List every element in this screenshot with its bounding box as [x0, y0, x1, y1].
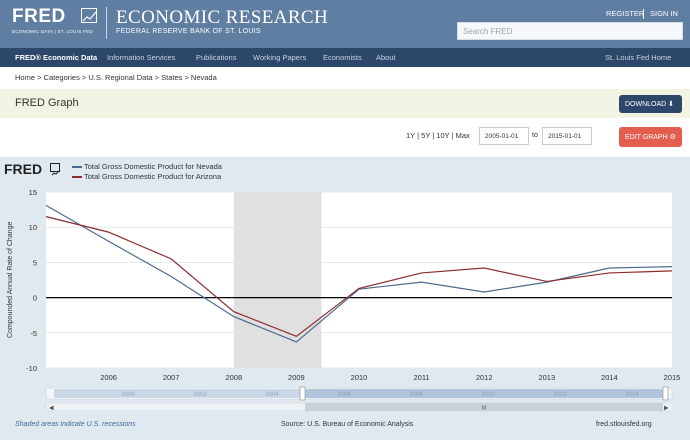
y-tick-label: 5 — [33, 258, 37, 267]
header-link-separator — [643, 9, 644, 19]
fred-logo-chart-icon — [81, 8, 97, 23]
legend-item-arizona[interactable]: Total Gross Domestic Product for Arizona — [72, 172, 221, 181]
x-tick-label: 2014 — [601, 373, 618, 382]
chart-logo-icon — [50, 163, 61, 176]
end-date-input[interactable]: 2015-01-01 — [542, 127, 592, 145]
x-tick-label: 2007 — [163, 373, 180, 382]
x-tick-label: 2010 — [351, 373, 368, 382]
economic-research-title[interactable]: ECONOMIC RESEARCH — [116, 7, 329, 28]
download-button[interactable]: DOWNLOAD ⬇ — [619, 95, 682, 113]
y-tick-label: 0 — [33, 294, 37, 303]
nav-st-louis-fed-home[interactable]: St. Louis Fed Home — [605, 53, 672, 62]
header-divider — [106, 7, 107, 39]
navigator-year-label: 2014 — [625, 392, 639, 398]
x-tick-label: 2015 — [664, 373, 681, 382]
recession-shade — [233, 192, 322, 368]
date-range-links[interactable]: 1Y | 5Y | 10Y | Max — [406, 131, 470, 140]
start-date-input[interactable]: 2005-01-01 — [479, 127, 529, 145]
federal-reserve-subtitle: FEDERAL RESERVE BANK OF ST. LOUIS — [116, 28, 261, 35]
navigator-right-handle — [662, 386, 669, 401]
x-tick-label: 2006 — [100, 373, 117, 382]
y-tick-label: -5 — [30, 329, 37, 338]
x-tick-label: 2008 — [225, 373, 242, 382]
main-nav: FRED® Economic Data Information Services… — [0, 48, 690, 67]
nav-about[interactable]: About — [376, 53, 396, 62]
scroll-right-arrow: ▶ — [664, 406, 669, 412]
x-tick-label: 2009 — [288, 373, 305, 382]
arizona-series-line — [45, 216, 673, 338]
x-tick-label: 2013 — [538, 373, 555, 382]
navigator-unselected — [54, 388, 304, 399]
recession-note: Shaded areas indicate U.S. recessions — [15, 421, 136, 428]
line-chart: 15 10 5 0 -5 -10 2006 2007 2008 2009 2010 2011 2012 2… — [26, 188, 681, 412]
search-input[interactable]: Search FRED — [457, 22, 683, 40]
x-tick-label: 2012 — [476, 373, 493, 382]
scrollbar-grip: III — [482, 406, 487, 412]
y-tick-label: -10 — [26, 364, 37, 373]
chart-fred-logo: FRED — [4, 161, 43, 177]
sign-in-link[interactable]: SIGN IN — [650, 9, 678, 18]
legend-label-arizona: Total Gross Domestic Product for Arizona — [84, 172, 222, 181]
page-title: FRED Graph — [15, 97, 79, 109]
nav-publications[interactable]: Publications — [196, 53, 237, 62]
navigator-year-label: 2002 — [193, 392, 207, 398]
legend-swatch-arizona — [72, 176, 82, 179]
fred-logo-subtitle: ECONOMIC DATA | ST. LOUIS FED — [12, 29, 93, 34]
nav-fred-economic-data[interactable]: FRED® Economic Data — [15, 53, 98, 62]
navigator-year-label: 2012 — [553, 392, 567, 398]
plot-area — [46, 192, 672, 368]
source-note: Source: U.S. Bureau of Economic Analysis — [281, 421, 414, 428]
nav-information-services[interactable]: Information Services — [107, 53, 176, 62]
navigator-year-label: 2010 — [481, 392, 495, 398]
scroll-left-arrow: ◀ — [49, 406, 54, 412]
navigator-series-band — [54, 389, 664, 398]
graph-title-bar: FRED Graph DOWNLOAD ⬇ — [0, 89, 690, 118]
nav-working-papers[interactable]: Working Papers — [253, 53, 307, 62]
x-tick-label: 2011 — [414, 373, 430, 382]
navigator-year-label: 2000 — [121, 392, 135, 398]
navigator-year-label: 2006 — [337, 392, 351, 398]
edit-graph-button[interactable]: EDIT GRAPH ⚙ — [619, 127, 682, 147]
navigator-year-label: 2008 — [409, 392, 423, 398]
y-tick-label: 15 — [29, 188, 37, 197]
navigator-left-handle — [299, 386, 306, 401]
y-tick-label: 10 — [29, 223, 37, 232]
legend-item-nevada[interactable]: Total Gross Domestic Product for Nevada — [72, 162, 222, 171]
nav-economists[interactable]: Economists — [323, 53, 362, 62]
breadcrumb[interactable]: Home > Categories > U.S. Regional Data >… — [15, 73, 217, 82]
legend-label-nevada: Total Gross Domestic Product for Nevada — [84, 162, 222, 171]
fred-logo[interactable]: FRED — [12, 6, 66, 27]
site-header: FRED ECONOMIC DATA | ST. LOUIS FED ECONO… — [0, 0, 690, 48]
to-label: to — [532, 132, 538, 139]
scrollbar-thumb — [305, 403, 663, 411]
fred-url[interactable]: fred.stlouisfed.org — [596, 421, 652, 428]
navigator-year-label: 2004 — [265, 392, 279, 398]
legend-swatch-nevada — [72, 166, 82, 169]
register-link[interactable]: REGISTER — [606, 9, 645, 18]
